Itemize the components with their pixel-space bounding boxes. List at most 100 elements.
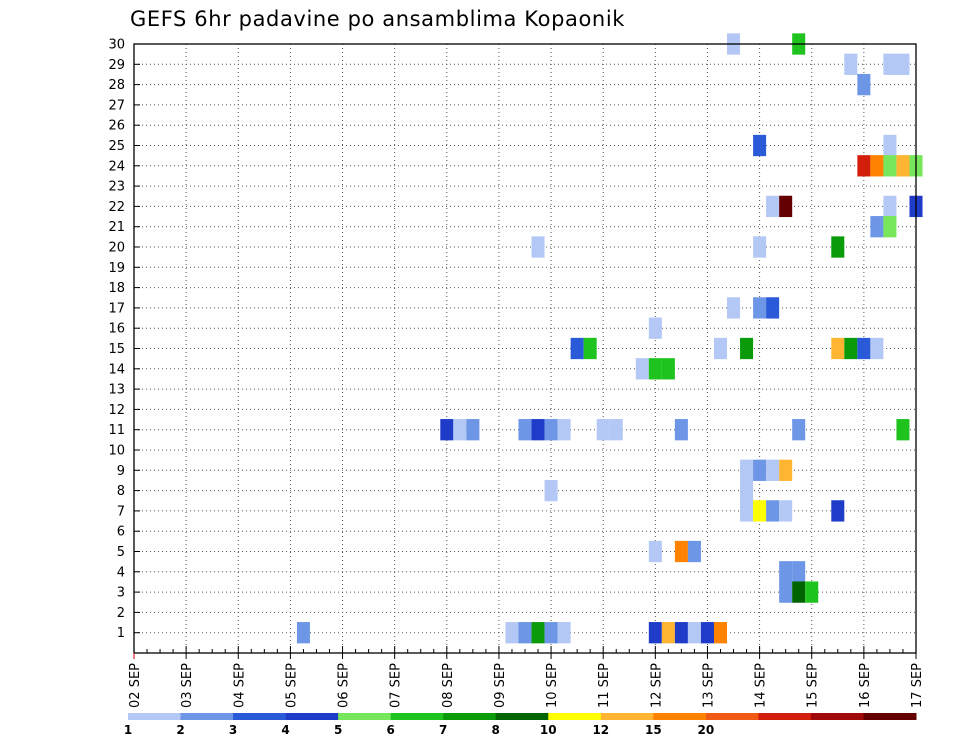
y-tick-label: 18 [108, 281, 125, 296]
y-tick-label: 10 [108, 444, 125, 459]
y-tick-label: 19 [108, 261, 125, 276]
x-tick-label: 10 SEP [545, 663, 560, 708]
colorbar-swatch [548, 713, 602, 720]
precip-cell [544, 419, 558, 441]
precip-cell [779, 195, 793, 218]
y-tick-label: 24 [108, 159, 125, 174]
colorbar-swatch [338, 713, 392, 720]
x-tick-label: 09 SEP [493, 663, 508, 708]
y-tick-label: 14 [108, 362, 125, 377]
colorbar-swatch [653, 713, 707, 720]
precip-cell [857, 155, 871, 177]
colorbar-label: 7 [439, 723, 447, 737]
precip-cell [635, 358, 649, 380]
precip-cell [766, 195, 780, 218]
colorbar-swatch [285, 713, 339, 720]
x-tick-label: 16 SEP [858, 663, 873, 708]
colorbar-label: 15 [645, 723, 662, 737]
precip-cell [753, 459, 767, 481]
colorbar-label: 3 [229, 723, 237, 737]
precip-cell [700, 622, 714, 644]
precip-cell [844, 337, 858, 360]
precip-cell [713, 622, 728, 644]
precip-cell [740, 337, 754, 360]
precip-cell [753, 297, 767, 319]
x-axis-ticks: 02 SEP 03 SEP 04 SEP 05 SEP 06 SEP 07 SEP 08 S… [128, 646, 925, 708]
colorbar-label: 1 [124, 723, 132, 737]
precip-cell [857, 73, 871, 96]
y-tick-label: 15 [108, 342, 125, 357]
y-tick-label: 3 [117, 586, 125, 601]
colorbar-label: 8 [492, 723, 500, 737]
precip-cell [674, 622, 688, 644]
x-tick-label: 17 SEP [910, 663, 925, 708]
precip-cell [557, 622, 571, 644]
precip-cell [883, 134, 897, 157]
precip-cell [779, 561, 793, 583]
precip-cell [792, 581, 806, 603]
precip-cell [544, 479, 558, 502]
precip-cell [883, 195, 897, 218]
colorbar: 1 2 3 4 5 6 7 8 10 12 15 20 [124, 713, 917, 737]
precip-cell [753, 236, 767, 258]
colorbar-label: 2 [176, 723, 184, 737]
y-tick-label: 30 [108, 38, 125, 53]
precip-cell [883, 53, 897, 75]
y-tick-label: 27 [108, 98, 125, 113]
precip-cell [792, 419, 806, 441]
x-tick-label: 12 SEP [649, 663, 664, 708]
precip-cell [518, 419, 532, 441]
precip-cell [857, 337, 871, 360]
y-tick-label: 1 [117, 626, 125, 641]
y-tick-label: 29 [108, 58, 125, 73]
y-tick-label: 23 [108, 180, 125, 195]
precip-cell [727, 297, 741, 319]
y-tick-label: 7 [117, 504, 125, 519]
y-tick-label: 4 [117, 565, 125, 580]
chart-title: GEFS 6hr padavine po ansamblima Kopaonik [130, 7, 625, 31]
precip-cell [440, 419, 454, 441]
colorbar-swatch [863, 713, 917, 720]
precip-cell [831, 500, 845, 522]
precip-cell [713, 337, 728, 360]
x-tick-label: 14 SEP [754, 663, 769, 708]
y-tick-label: 13 [108, 383, 125, 398]
colorbar-label: 6 [386, 723, 394, 737]
colorbar-swatch [758, 713, 812, 720]
precip-cell [779, 581, 793, 603]
colorbar-swatch [810, 713, 864, 720]
precip-cell [896, 53, 910, 75]
precip-cell [596, 419, 610, 441]
precip-cell [896, 155, 910, 177]
precip-cell [831, 236, 845, 258]
precip-cell [883, 216, 897, 238]
x-tick-label: 07 SEP [389, 663, 404, 708]
precip-cell [674, 419, 688, 441]
precip-cell [883, 155, 897, 177]
precip-cell [609, 419, 623, 441]
precip-cell [740, 500, 754, 522]
precip-cell [518, 622, 532, 644]
colorbar-swatch [495, 713, 549, 720]
y-axis-ticks: 1234567891011121314151617181920212223242… [108, 38, 140, 641]
precip-cell [544, 622, 558, 644]
precip-cell [687, 540, 701, 563]
colorbar-swatch [180, 713, 234, 720]
y-tick-label: 12 [108, 403, 125, 418]
precip-cell [870, 155, 884, 177]
precip-cell [505, 622, 519, 644]
precip-cell [896, 419, 910, 441]
y-tick-label: 28 [108, 78, 125, 93]
y-tick-label: 26 [108, 119, 125, 134]
y-tick-label: 22 [108, 200, 125, 215]
colorbar-label: 20 [698, 723, 715, 737]
colorbar-label: 5 [334, 723, 342, 737]
precip-cell [753, 500, 767, 522]
precip-cell [740, 459, 754, 481]
y-tick-label: 17 [108, 301, 125, 316]
y-tick-label: 20 [108, 241, 125, 256]
precip-cell [766, 500, 780, 522]
x-tick-label: 02 SEP [128, 663, 143, 708]
precip-cell [570, 337, 584, 360]
